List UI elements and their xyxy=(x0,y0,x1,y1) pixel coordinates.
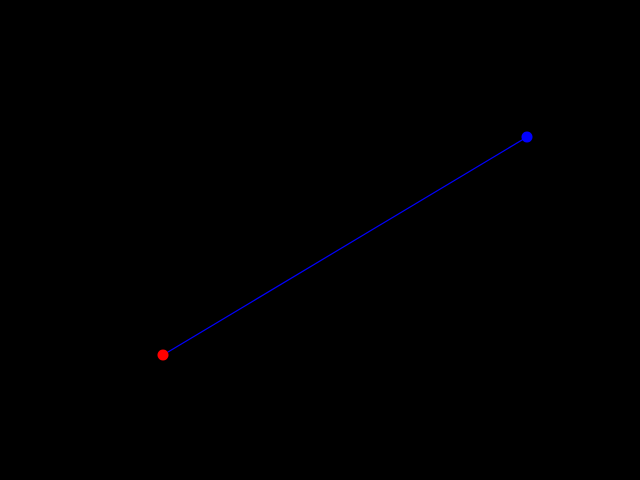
connector-line xyxy=(162,136,528,356)
red-point[interactable] xyxy=(157,349,169,361)
blue-point[interactable] xyxy=(521,131,533,143)
